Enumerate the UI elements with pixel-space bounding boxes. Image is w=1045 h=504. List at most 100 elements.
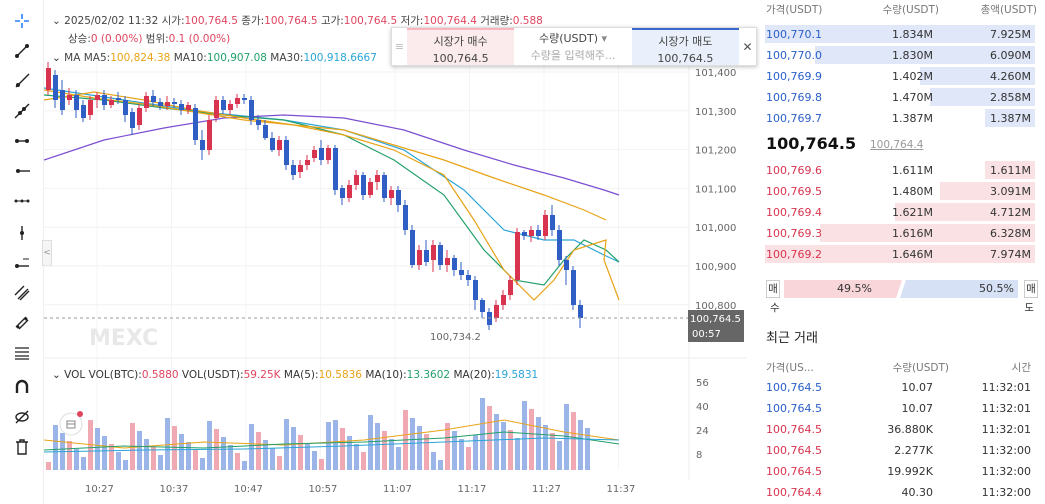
- time-axis-label: 10:27: [85, 484, 114, 495]
- volume-bar: [333, 420, 338, 470]
- trades-price-header[interactable]: 가격(US...: [766, 362, 814, 374]
- orderbook-total: 6.090M: [990, 49, 1031, 62]
- volume-bar: [585, 428, 590, 470]
- vol-name: VOL: [64, 369, 86, 381]
- pitchfork-icon[interactable]: [11, 312, 33, 334]
- drag-handle-icon[interactable]: ≡: [394, 40, 405, 53]
- price-axis-label: 100,900: [695, 262, 736, 273]
- low-marker: 100,734.2: [430, 332, 481, 343]
- volume-bar: [319, 459, 324, 470]
- trade-row: 100,764.5 10.07 11:32:01: [760, 399, 1045, 419]
- orderbook-row[interactable]: 100,770.0 1.830M 6.090M: [760, 45, 1045, 65]
- chevron-down-icon[interactable]: ⌄: [52, 52, 61, 64]
- chevron-down-icon[interactable]: ⌄: [52, 15, 61, 27]
- orderbook-row[interactable]: 100,769.2 1.646M 7.974M: [760, 244, 1045, 264]
- volume-bar: [46, 462, 51, 470]
- candle-body: [578, 305, 583, 318]
- trash-icon[interactable]: [11, 436, 33, 458]
- sell-ratio-label: 매: [1024, 280, 1038, 298]
- volume-bar: [228, 445, 233, 470]
- magnet-icon[interactable]: [11, 376, 33, 398]
- candle-body: [459, 270, 464, 275]
- orderbook-row[interactable]: 100,770.1 1.834M 7.925M: [760, 24, 1045, 44]
- ma5-label: MA5:: [83, 52, 111, 64]
- volume-bar: [340, 428, 345, 470]
- ray-icon[interactable]: [11, 70, 33, 92]
- close-icon[interactable]: ✕: [742, 39, 753, 54]
- volume-bar: [515, 438, 520, 470]
- parallel-channel-icon[interactable]: [11, 282, 33, 304]
- vertical-line-icon[interactable]: [11, 222, 33, 244]
- price-range-icon[interactable]: [11, 252, 33, 274]
- ma30-label: MA30:: [270, 52, 304, 64]
- orderbook-row[interactable]: 100,769.7 1.387M 1.387M: [760, 108, 1045, 128]
- candle-body: [396, 190, 401, 205]
- volume-bar: [144, 439, 149, 470]
- orderbook-row[interactable]: 100,769.5 1.480M 3.091M: [760, 181, 1045, 201]
- candle-body: [186, 105, 191, 110]
- candle-body: [368, 182, 373, 195]
- horizontal-line-icon[interactable]: [11, 130, 33, 152]
- trend-line-icon[interactable]: [11, 40, 33, 62]
- quick-order-box: ≡ 시장가 매수 100,764.5 수량(USDT) ▾ 수량을 입력해주..…: [391, 27, 757, 66]
- market-buy-button[interactable]: 시장가 매수 100,764.5: [406, 28, 515, 65]
- orderbook-row[interactable]: 100,769.8 1.470M 2.858M: [760, 87, 1045, 107]
- trades-qty-header: 수량(USDT): [892, 362, 949, 374]
- candle-body: [319, 148, 324, 160]
- quantity-unit-label[interactable]: 수량(USDT): [538, 32, 599, 45]
- candle-body: [235, 98, 240, 104]
- price-axis-label: 101,000: [695, 223, 736, 234]
- orderbook-price-header: 가격(USDT): [766, 4, 823, 16]
- orderbook-price: 100,770.1: [766, 28, 822, 41]
- depth-bar: [765, 245, 1035, 263]
- orderbook-total: 3.091M: [990, 185, 1031, 198]
- price-axis-label: 101,300: [695, 107, 736, 118]
- orderbook-price: 100,770.0: [766, 49, 822, 62]
- candle-body: [473, 280, 478, 300]
- fib-icon[interactable]: [11, 342, 33, 364]
- candle-body: [508, 280, 513, 295]
- volume-bar: [431, 452, 436, 470]
- mark-price[interactable]: 100,764.4: [870, 139, 924, 151]
- volume-bar: [256, 432, 261, 470]
- candle-body: [445, 258, 450, 265]
- caret-down-icon[interactable]: ▾: [601, 32, 608, 45]
- candle-body: [347, 185, 352, 198]
- horizontal-segment-icon[interactable]: [11, 190, 33, 212]
- hide-icon[interactable]: [11, 406, 33, 428]
- trade-qty: 19.992K: [887, 465, 933, 478]
- volume-bar: [529, 409, 534, 470]
- orderbook-qty: 1.470M: [892, 91, 933, 104]
- orderbook-row[interactable]: 100,769.6 1.611M 1.611M: [760, 160, 1045, 180]
- quantity-field[interactable]: 수량(USDT) ▾ 수량을 입력해주...: [514, 28, 631, 65]
- volume-bar: [312, 451, 317, 470]
- volume-axis-label: 40: [696, 402, 709, 413]
- time-axis-label: 11:17: [458, 484, 487, 495]
- orderbook-row[interactable]: 100,769.4 1.621M 4.712M: [760, 202, 1045, 222]
- volume-bar: [550, 433, 555, 470]
- market-sell-button[interactable]: 시장가 매도 100,764.5: [631, 28, 740, 65]
- volusdt-label: VOL(USDT):: [181, 369, 244, 381]
- trade-time: 11:32:00: [981, 444, 1031, 457]
- depth-bar: [815, 46, 1035, 64]
- volume-bar: [242, 461, 247, 470]
- current-price-tag-time: 00:57: [692, 329, 721, 340]
- calendar-icon: [66, 420, 76, 429]
- candle-body: [200, 140, 205, 150]
- orderbook-row[interactable]: 100,769.9 1.402M 4.260M: [760, 66, 1045, 86]
- orderbook-total: 1.611M: [990, 164, 1031, 177]
- candle-body: [74, 95, 79, 110]
- trade-time: 11:32:01: [981, 423, 1031, 436]
- candle-body: [571, 270, 576, 305]
- horizontal-ray-icon[interactable]: [11, 160, 33, 182]
- candle-body: [424, 250, 429, 262]
- candle-body: [88, 100, 93, 115]
- chevron-down-icon[interactable]: ⌄: [52, 369, 61, 381]
- crosshair-icon[interactable]: [11, 10, 33, 32]
- orderbook-row[interactable]: 100,769.3 1.616M 6.328M: [760, 223, 1045, 243]
- trade-qty: 10.07: [901, 402, 934, 415]
- volume-bar: [557, 441, 562, 470]
- quantity-input[interactable]: 수량을 입력해주...: [530, 49, 616, 62]
- chart-area[interactable]: MEXC 101,400 101,300 101,200 101,100 101,000…: [44, 0, 757, 504]
- extended-line-icon[interactable]: [11, 100, 33, 122]
